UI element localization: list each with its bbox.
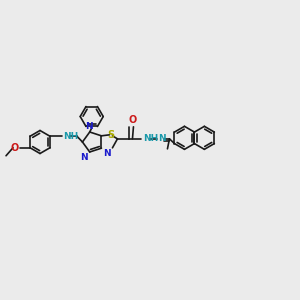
Text: O: O (128, 115, 136, 125)
Text: NH: NH (143, 134, 159, 143)
Text: O: O (11, 143, 19, 153)
Text: N: N (103, 149, 111, 158)
Text: N: N (85, 122, 92, 130)
Text: N: N (158, 134, 166, 143)
Text: S: S (107, 130, 114, 140)
Text: NH: NH (63, 132, 78, 141)
Text: N: N (81, 153, 88, 162)
